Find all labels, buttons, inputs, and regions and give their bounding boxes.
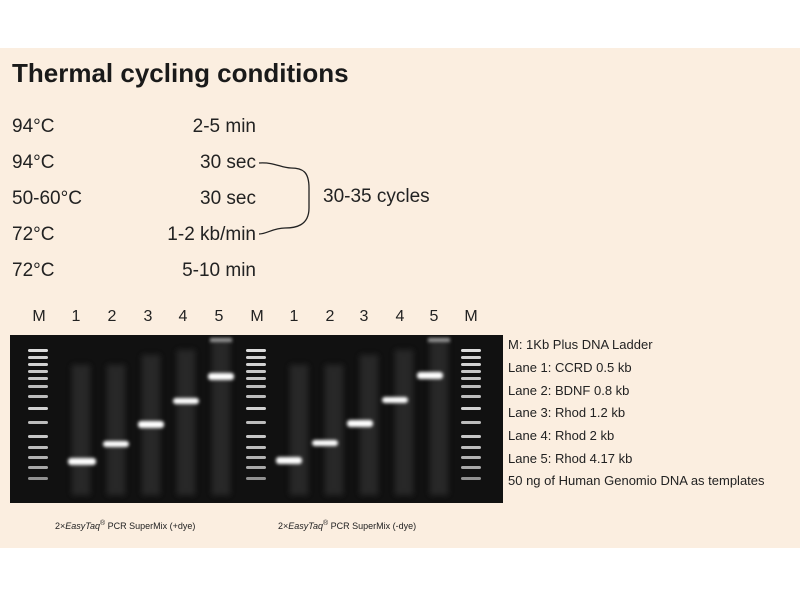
legend-item: Lane 1: CCRD 0.5 kb — [508, 360, 632, 375]
condition-time-1: 2-5 min — [192, 116, 256, 137]
lane-label: 5 — [214, 308, 224, 325]
lane-label: 5 — [429, 308, 439, 325]
lane-label: 2 — [325, 308, 335, 325]
lane-label: M — [32, 308, 46, 325]
condition-temp-1: 94°C — [12, 116, 55, 137]
condition-temp-4: 72°C — [12, 224, 55, 245]
lane-label: 1 — [289, 308, 299, 325]
condition-temp-5: 72°C — [12, 260, 55, 281]
condition-temp-3: 50-60°C — [12, 188, 82, 209]
condition-time-5: 5-10 min — [182, 260, 256, 281]
gel-caption-minus-dye: 2×EasyTaq® PCR SuperMix (-dye) — [278, 520, 417, 531]
lane-label: 3 — [143, 308, 153, 325]
cycles-label: 30-35 cycles — [323, 186, 430, 207]
condition-time-3: 30 sec — [200, 188, 256, 209]
lane-label: 2 — [107, 308, 117, 325]
legend-item: Lane 4: Rhod 2 kb — [508, 428, 615, 443]
cycle-bracket — [258, 162, 310, 235]
figure-title: Thermal cycling conditions — [12, 58, 349, 88]
lane-label: 1 — [71, 308, 81, 325]
gel-caption-plus-dye: 2×EasyTaq® PCR SuperMix (+dye) — [55, 520, 196, 531]
lane-label: M — [250, 308, 264, 325]
lane-label: 3 — [359, 308, 369, 325]
legend-item: Lane 5: Rhod 4.17 kb — [508, 451, 633, 466]
condition-time-2: 30 sec — [200, 152, 256, 173]
legend-item: 50 ng of Human Genomio DNA as templates — [508, 473, 765, 488]
legend-item: Lane 2: BDNF 0.8 kb — [508, 383, 630, 398]
condition-time-4: 1-2 kb/min — [167, 224, 256, 245]
lane-label: 4 — [178, 308, 188, 325]
legend-item: M: 1Kb Plus DNA Ladder — [508, 337, 653, 352]
legend-item: Lane 3: Rhod 1.2 kb — [508, 405, 626, 420]
lane-label: M — [464, 308, 478, 325]
condition-temp-2: 94°C — [12, 152, 55, 173]
lane-label: 4 — [395, 308, 405, 325]
gel-electrophoresis-image — [10, 335, 503, 503]
